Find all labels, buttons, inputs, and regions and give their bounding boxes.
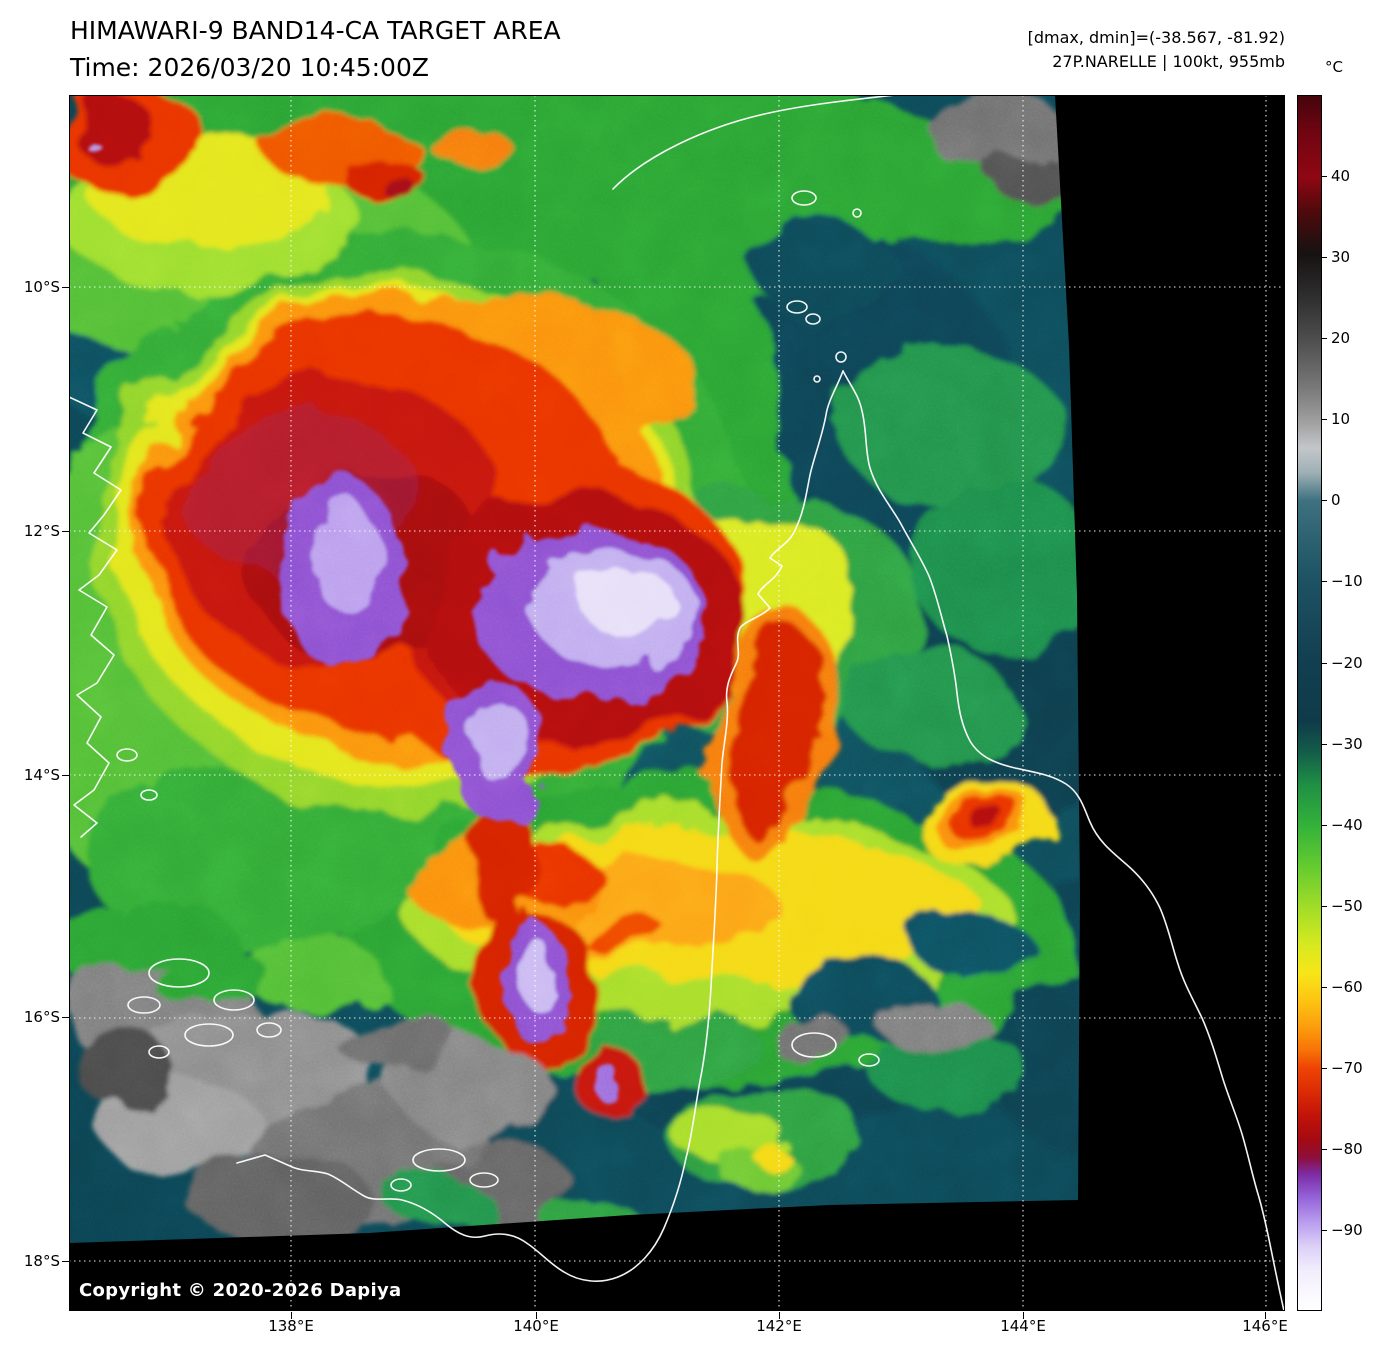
colorbar-tick-label: −40 [1331, 816, 1363, 834]
colorbar-tick-label: −30 [1331, 735, 1363, 753]
page-title: HIMAWARI-9 BAND14-CA TARGET AREA [70, 16, 561, 45]
colorbar-tick [1322, 1068, 1327, 1069]
lon-label: 144°E [1000, 1317, 1046, 1335]
lon-tick [779, 1312, 780, 1319]
colorbar-tick-label: −50 [1331, 897, 1363, 915]
colorbar-tick [1322, 1230, 1327, 1231]
grain-overlay [69, 95, 1080, 1243]
colorbar-tick [1322, 663, 1327, 664]
lat-label: 10°S [23, 278, 60, 296]
colorbar-unit-label: °C [1325, 58, 1343, 76]
colorbar-tick [1322, 500, 1327, 501]
copyright-label: Copyright © 2020-2026 Dapiya [79, 1280, 402, 1301]
colorbar-tick [1322, 338, 1327, 339]
plot-border [69, 95, 1285, 1311]
satellite-image [69, 95, 1285, 1311]
lat-tick [62, 531, 69, 532]
colorbar-tick [1322, 176, 1327, 177]
lon-label: 140°E [513, 1317, 559, 1335]
colorbar-tick-label: 30 [1331, 248, 1351, 266]
lon-tick [1023, 1312, 1024, 1319]
lat-label: 12°S [23, 522, 60, 540]
colorbar-gradient [1297, 95, 1322, 1311]
lat-label: 16°S [23, 1008, 60, 1026]
storm-info-label: 27P.NARELLE | 100kt, 955mb [1052, 52, 1285, 71]
colorbar-tick [1322, 906, 1327, 907]
colorbar-tick-label: 40 [1331, 167, 1351, 185]
lon-tick [536, 1312, 537, 1319]
colorbar-tick [1322, 419, 1327, 420]
colorbar-tick-label: −80 [1331, 1140, 1363, 1158]
colorbar-tick-label: −90 [1331, 1221, 1363, 1239]
colorbar-tick [1322, 1149, 1327, 1150]
lat-tick [62, 1261, 69, 1262]
colorbar-tick-label: −70 [1331, 1059, 1363, 1077]
lon-tick [291, 1312, 292, 1319]
colorbar-tick-label: 0 [1331, 491, 1341, 509]
colorbar-tick [1322, 257, 1327, 258]
colorbar-tick [1322, 581, 1327, 582]
lon-tick [1265, 1312, 1266, 1319]
title-block: HIMAWARI-9 BAND14-CA TARGET AREA Time: 2… [70, 12, 561, 86]
colorbar-tick-label: 20 [1331, 329, 1351, 347]
map-canvas: Copyright © 2020-2026 Dapiya [69, 95, 1285, 1311]
lon-label: 146°E [1242, 1317, 1288, 1335]
lat-tick [62, 775, 69, 776]
lat-tick [62, 1017, 69, 1018]
time-label: Time: 2026/03/20 10:45:00Z [70, 53, 429, 82]
colorbar-tick [1322, 825, 1327, 826]
colorbar-tick-label: 10 [1331, 410, 1351, 428]
dmax-dmin-label: [dmax, dmin]=(-38.567, -81.92) [1027, 28, 1285, 47]
lon-label: 142°E [756, 1317, 802, 1335]
lat-label: 14°S [23, 766, 60, 784]
annotation-block: [dmax, dmin]=(-38.567, -81.92) 27P.NAREL… [1028, 26, 1285, 74]
colorbar-tick-label: −20 [1331, 654, 1363, 672]
lat-tick [62, 287, 69, 288]
colorbar-tick [1322, 744, 1327, 745]
colorbar-tick-label: −10 [1331, 572, 1363, 590]
lat-label: 18°S [23, 1252, 60, 1270]
colorbar-tick-label: −60 [1331, 978, 1363, 996]
colorbar-tick [1322, 987, 1327, 988]
data-swath [69, 95, 1080, 1243]
coastline [69, 95, 1285, 1311]
lon-label: 138°E [268, 1317, 314, 1335]
